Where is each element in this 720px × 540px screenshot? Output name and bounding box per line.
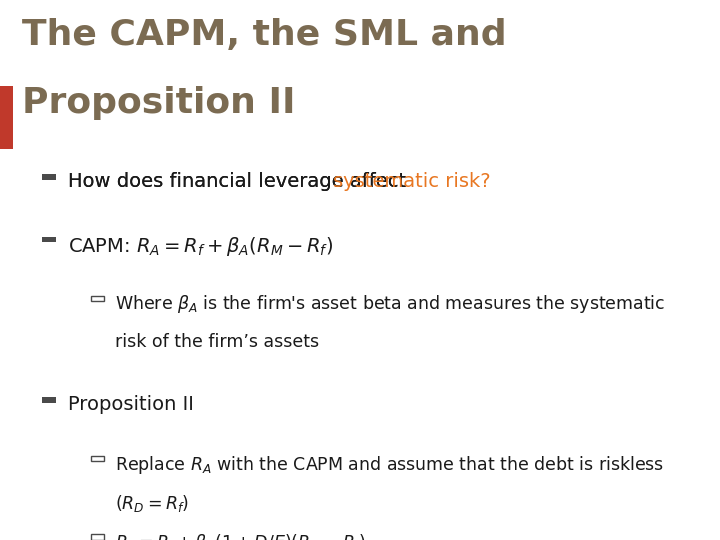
Text: risk of the firm’s assets: risk of the firm’s assets [115,333,320,350]
Text: How does financial leverage affect: How does financial leverage affect [68,172,413,191]
Bar [42,397,56,403]
Text: Replace $R_A$ with the CAPM and assume that the debt is riskless: Replace $R_A$ with the CAPM and assume t… [115,454,665,476]
Bar [42,174,56,180]
Text: Proposition II: Proposition II [22,86,295,120]
Bar [42,237,56,242]
Bar [91,534,104,539]
Text: systematic risk?: systematic risk? [333,172,490,191]
Text: How does financial leverage affect: How does financial leverage affect [68,172,413,191]
Text: $(R_D = R_f)$: $(R_D = R_f)$ [115,493,189,514]
Bar [0,86,13,148]
Text: CAPM: $R_A = R_f + \beta_A(R_M - R_f)$: CAPM: $R_A = R_f + \beta_A(R_M - R_f)$ [68,234,333,258]
Bar [91,456,104,461]
Text: $R_E = R_f + \beta_A(1+D/E)(R_M - R_f)$: $R_E = R_f + \beta_A(1+D/E)(R_M - R_f)$ [115,532,366,540]
Text: Where $\beta_A$ is the firm's asset beta and measures the systematic: Where $\beta_A$ is the firm's asset beta… [115,293,665,315]
Text: The CAPM, the SML and: The CAPM, the SML and [22,18,506,52]
Text: Proposition II: Proposition II [68,395,194,414]
Bar [91,295,104,301]
